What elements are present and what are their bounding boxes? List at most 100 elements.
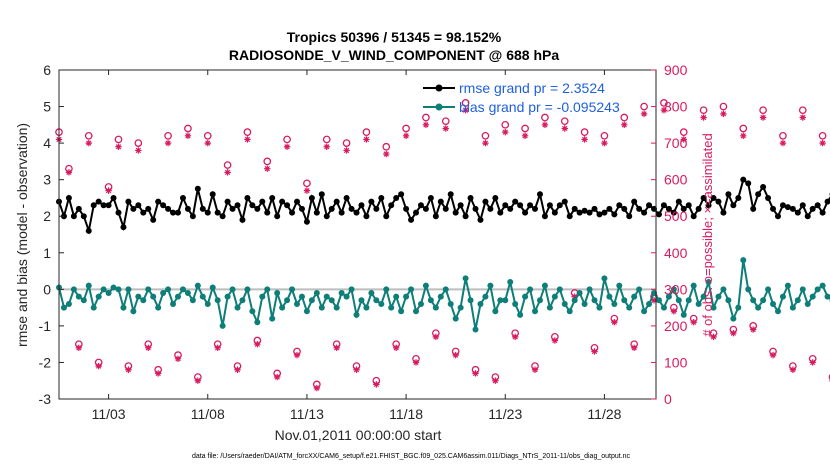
bias-point [80, 297, 87, 304]
bias-point [254, 319, 261, 326]
bias-point [239, 297, 246, 304]
bias-point [160, 289, 167, 296]
obs-assimilated-marker [581, 136, 588, 143]
y-right-tick-label: 700 [664, 135, 688, 151]
obs-possible-marker [402, 124, 410, 133]
bias-point [437, 293, 444, 300]
bias-point [194, 282, 201, 289]
bias-point [611, 300, 618, 307]
obs-possible-marker [719, 102, 728, 111]
rmse-point [373, 205, 380, 212]
bias-point [720, 286, 727, 293]
obs-assimilated-marker [343, 147, 350, 154]
rmse-point [646, 202, 653, 209]
bias-point [492, 308, 499, 315]
rmse-point [383, 213, 390, 220]
obs-possible-marker [283, 135, 291, 144]
rmse-point [398, 191, 405, 198]
rmse-point [725, 191, 732, 198]
bias-point [155, 304, 162, 311]
rmse-point [194, 185, 201, 192]
x-axis-label: Nov.01,2011 00:00:00 start [275, 427, 442, 443]
bias-point [413, 308, 420, 315]
chart-subtitle: RADIOSONDE_V_WIND_COMPONENT @ 688 hPa [229, 47, 559, 63]
obs-possible-marker [422, 113, 430, 122]
rmse-point [338, 209, 345, 216]
bias-point [655, 297, 662, 304]
obs-assimilated-marker [611, 319, 618, 326]
bias-point [705, 279, 712, 286]
obs-possible-marker [114, 135, 123, 144]
rmse-point [482, 198, 489, 205]
obs-possible-marker [134, 139, 143, 147]
bias-point [522, 293, 529, 300]
y-tick-label: 1 [43, 245, 51, 261]
obs-assimilated-marker [482, 139, 489, 147]
obs-assimilated-marker [323, 143, 330, 150]
obs-assimilated-marker [779, 139, 787, 147]
obs-possible-marker [303, 179, 311, 188]
y-axis-right-label: # of obs: o=possible; ×=assimilated [700, 133, 715, 336]
bias-point [224, 293, 231, 300]
rmse-point [388, 202, 395, 209]
rmse-point [333, 198, 340, 205]
bias-point [348, 286, 355, 293]
rmse-point [779, 202, 786, 209]
bias-point [249, 308, 256, 315]
bias-point [403, 293, 410, 300]
bias-point [308, 297, 315, 304]
obs-assimilated-marker [690, 319, 697, 326]
bias-point [765, 286, 772, 293]
x-tick-label: 11/13 [290, 406, 324, 422]
bias-point [269, 315, 276, 322]
rmse-point [626, 213, 633, 220]
rmse-point [279, 198, 286, 205]
legend-bias-marker [435, 103, 443, 111]
obs-assimilated-marker [511, 333, 519, 341]
y-tick-label: 0 [43, 281, 51, 297]
bias-point [284, 297, 291, 304]
bias-point [690, 282, 697, 289]
obs-assimilated-marker [402, 132, 410, 139]
rmse-point [576, 209, 583, 216]
x-tick-label: 11/03 [92, 406, 126, 422]
obs-assimilated-marker [660, 107, 668, 114]
bias-point [363, 304, 370, 311]
rmse-point [363, 213, 370, 220]
rmse-point [447, 191, 454, 198]
y-right-tick-label: 200 [664, 318, 688, 334]
rmse-point [710, 194, 717, 201]
bias-point [75, 293, 82, 300]
bias-point [586, 286, 593, 293]
rmse-point [745, 180, 752, 187]
rmse-point [750, 205, 757, 212]
bias-point [784, 282, 791, 289]
bias-point [432, 304, 439, 311]
rmse-point [284, 202, 291, 209]
bias-point [427, 297, 434, 304]
y-tick-label: 6 [43, 62, 51, 78]
bias-point [631, 293, 638, 300]
bias-point [735, 304, 742, 311]
rmse-point [224, 198, 231, 205]
rmse-point [784, 204, 791, 211]
obs-assimilated-marker [383, 150, 390, 158]
obs-assimilated-marker [154, 370, 162, 377]
rmse-point [601, 209, 608, 216]
bias-point [675, 297, 682, 304]
obs-assimilated-marker [799, 114, 806, 121]
obs-assimilated-marker [254, 340, 261, 348]
obs-assimilated-marker [462, 107, 469, 114]
y-axis-label: rmse and bias (model - observation) [14, 123, 30, 347]
rmse-point [378, 194, 385, 201]
bias-point [606, 293, 613, 300]
obs-possible-marker [362, 128, 371, 136]
obs-assimilated-marker [174, 355, 182, 362]
obs-assimilated-marker [105, 187, 112, 194]
rmse-point [789, 205, 796, 212]
bias-point [824, 293, 830, 300]
rmse-point [685, 202, 692, 209]
bias-point [343, 293, 350, 300]
rmse-point [814, 202, 821, 209]
